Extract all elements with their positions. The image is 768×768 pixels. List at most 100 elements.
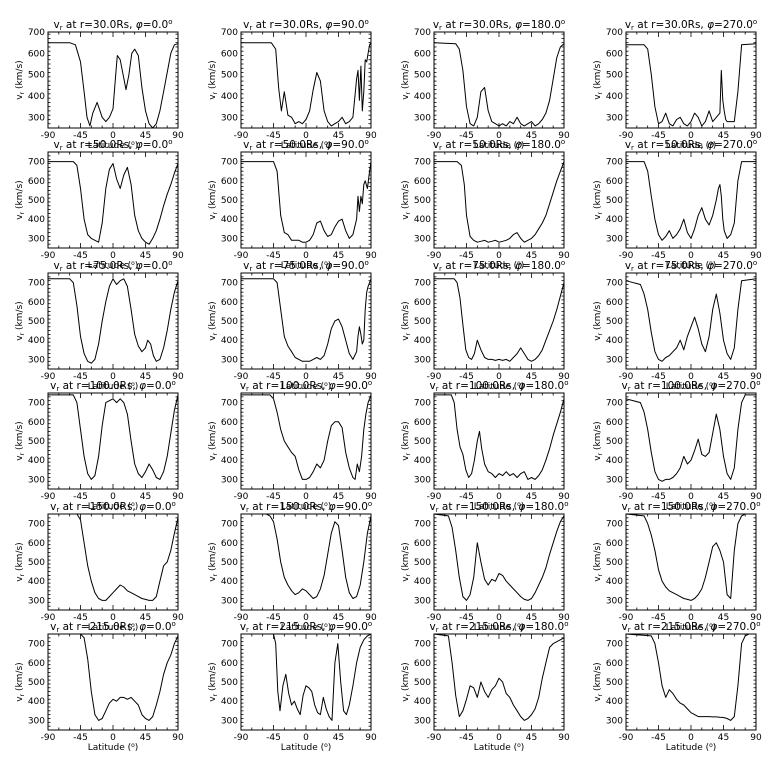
y-tick-label: 300 <box>28 355 45 365</box>
plot-frame <box>433 513 565 611</box>
y-axis-label: vr (km/s) <box>401 60 412 99</box>
x-tick-label: 0 <box>496 131 502 141</box>
y-tick-label: 700 <box>606 399 623 409</box>
chart-panel-13: vr at r=100.0Rs, φ=0.0o -90 -45 0 45 90 300 400… <box>15 379 184 512</box>
x-tick-label: 45 <box>140 492 151 502</box>
y-tick-label: 700 <box>606 640 623 650</box>
x-axis-label: Latitude (o) <box>281 501 332 512</box>
data-line <box>433 633 565 721</box>
x-tick-label: 0 <box>688 131 694 141</box>
y-tick-label: 600 <box>414 49 431 59</box>
x-tick-label: 45 <box>140 733 151 743</box>
plot-frame <box>240 272 372 370</box>
y-tick-label: 300 <box>414 234 431 244</box>
x-tick-label: -45 <box>73 733 88 743</box>
y-tick-label: 400 <box>606 577 623 587</box>
chart-panel-12: vr at r=75.0Rs, φ=270.0o -90 -45 0 45 90 300 40… <box>593 259 762 392</box>
x-tick-label: -45 <box>651 492 666 502</box>
y-axis-label: vr (km/s) <box>15 421 26 460</box>
x-axis-label: Latitude (o) <box>88 140 139 151</box>
y-axis-label: vr (km/s) <box>15 662 26 701</box>
x-tick-label: 0 <box>496 492 502 502</box>
x-tick-label: 90 <box>558 372 570 382</box>
y-tick-label: 300 <box>414 113 431 123</box>
y-tick-label: 600 <box>414 418 431 428</box>
x-tick-label: 45 <box>140 372 151 382</box>
x-tick-label: 90 <box>365 251 377 261</box>
y-tick-label: 400 <box>28 92 45 102</box>
x-tick-label: 0 <box>110 492 116 502</box>
chart-panel-19: vr at r=150.0Rs, φ=180.0o -90 -45 0 45 90 300 4… <box>401 500 570 633</box>
chart-panel-9: vr at r=75.0Rs, φ=0.0o -90 -45 0 45 90 300 400 5… <box>15 259 184 392</box>
y-tick-label: 500 <box>221 71 238 81</box>
x-tick-label: 90 <box>172 251 184 261</box>
x-tick-label: -45 <box>73 131 88 141</box>
y-tick-label: 600 <box>606 418 623 428</box>
y-tick-label: 700 <box>221 279 238 289</box>
x-tick-label: -90 <box>234 613 249 623</box>
y-tick-label: 400 <box>28 577 45 587</box>
y-tick-label: 600 <box>221 298 238 308</box>
x-axis-label: Latitude (o) <box>88 501 139 512</box>
chart-panel-21: vr at r=215.0Rs, φ=0.0o -90 -45 0 45 90 300 400… <box>15 620 184 753</box>
y-axis-label: vr (km/s) <box>401 662 412 701</box>
y-tick-label: 500 <box>606 71 623 81</box>
x-axis-label: Latitude (o) <box>281 622 332 633</box>
x-tick-label: -90 <box>41 131 56 141</box>
y-tick-label: 300 <box>221 355 238 365</box>
x-tick-label: -45 <box>73 251 88 261</box>
y-tick-label: 400 <box>28 215 45 225</box>
plot-frame <box>240 151 372 249</box>
y-tick-label: 700 <box>28 640 45 650</box>
data-line <box>48 42 179 129</box>
x-tick-label: 0 <box>688 372 694 382</box>
y-tick-label: 400 <box>414 577 431 587</box>
x-tick-label: 45 <box>333 131 344 141</box>
x-tick-label: -45 <box>73 492 88 502</box>
x-tick-label: -90 <box>427 372 442 382</box>
y-tick-label: 600 <box>28 539 45 549</box>
y-tick-label: 700 <box>606 520 623 530</box>
y-tick-label: 300 <box>606 355 623 365</box>
y-tick-label: 300 <box>28 113 45 123</box>
x-tick-label: 0 <box>496 733 502 743</box>
y-axis-label: vr (km/s) <box>593 180 604 219</box>
data-line <box>625 394 756 482</box>
y-tick-label: 600 <box>28 418 45 428</box>
data-line <box>48 633 179 721</box>
x-tick-label: 0 <box>303 372 309 382</box>
x-tick-label: -90 <box>234 131 249 141</box>
x-tick-label: 90 <box>750 492 762 502</box>
x-tick-label: 0 <box>110 131 116 141</box>
panel-title: vr at r=100.0Rs, φ=0.0o <box>50 379 176 393</box>
y-tick-label: 700 <box>221 28 238 38</box>
x-tick-label: 45 <box>333 733 344 743</box>
y-tick-label: 700 <box>414 520 431 530</box>
x-tick-label: 0 <box>688 492 694 502</box>
y-tick-label: 500 <box>221 317 238 327</box>
y-tick-label: 400 <box>28 456 45 466</box>
y-axis-label: vr (km/s) <box>401 301 412 340</box>
y-tick-label: 500 <box>221 196 238 206</box>
x-tick-label: 0 <box>303 733 309 743</box>
x-tick-label: -90 <box>234 492 249 502</box>
plot-frame <box>625 633 757 731</box>
x-tick-label: -45 <box>266 131 281 141</box>
y-tick-label: 300 <box>221 113 238 123</box>
plot-frame <box>47 31 179 129</box>
y-tick-label: 600 <box>414 177 431 187</box>
y-tick-label: 300 <box>221 234 238 244</box>
x-tick-label: -45 <box>266 733 281 743</box>
plot-frame <box>47 392 179 490</box>
x-axis-label: Latitude (o) <box>88 381 139 392</box>
y-axis-label: vr (km/s) <box>208 60 219 99</box>
chart-panel-23: vr at r=215.0Rs, φ=180.0o -90 -45 0 45 90 300 4… <box>401 620 570 753</box>
y-axis-label: vr (km/s) <box>401 542 412 581</box>
y-tick-label: 500 <box>221 678 238 688</box>
y-tick-label: 600 <box>221 177 238 187</box>
y-tick-label: 500 <box>28 196 45 206</box>
chart-panel-1: vr at r=30.0Rs, φ=0.0o -90 -45 0 45 90 300 400 5… <box>15 18 184 151</box>
panel-title: vr at r=75.0Rs, φ=180.0o <box>433 259 565 273</box>
data-line <box>48 394 179 480</box>
x-tick-label: -45 <box>459 372 474 382</box>
